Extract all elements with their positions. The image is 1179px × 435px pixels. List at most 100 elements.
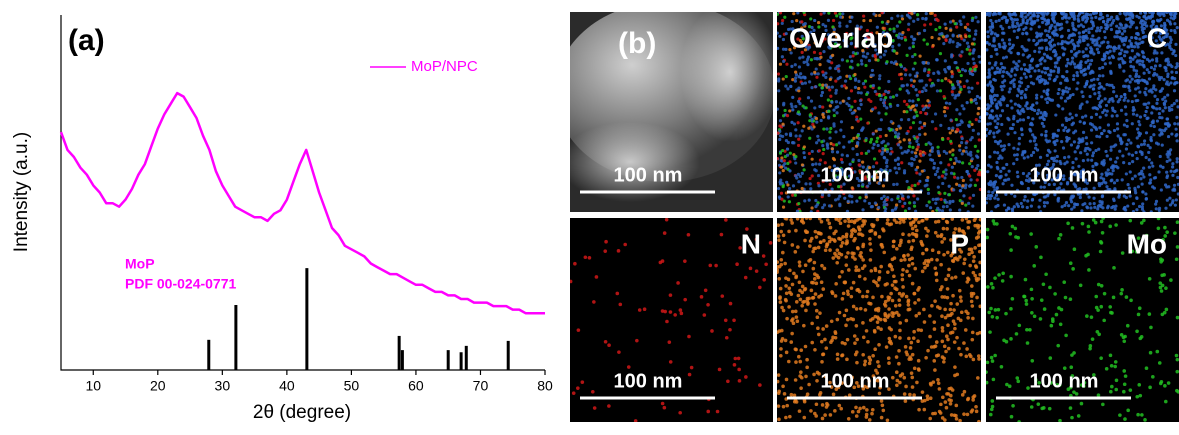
map-dot [991, 405, 995, 409]
map-dot [1012, 83, 1015, 86]
map-dot [790, 393, 794, 397]
map-dot [947, 347, 951, 351]
map-dot [1086, 43, 1089, 46]
map-dot [811, 158, 814, 161]
map-dot [937, 381, 941, 385]
map-dot [943, 23, 946, 26]
map-dot [1146, 58, 1149, 61]
map-dot [970, 284, 974, 288]
map-dot [860, 62, 863, 65]
map-dot [939, 288, 943, 292]
map-dot [1091, 71, 1094, 74]
map-dot [1105, 83, 1108, 86]
map-dot [846, 59, 849, 62]
map-dot [934, 127, 937, 130]
map-dot [838, 311, 842, 315]
map-dot [788, 109, 791, 112]
map-dot [1050, 70, 1053, 73]
map-dot [1020, 77, 1023, 80]
map-dot [821, 193, 824, 196]
map-dot [1153, 95, 1156, 98]
map-dot [794, 63, 797, 66]
map-dot [958, 160, 961, 163]
map-dot [1090, 159, 1093, 162]
map-dot [850, 105, 853, 108]
map-dot [1167, 63, 1170, 66]
map-dot [835, 261, 839, 265]
map-dot [1136, 45, 1139, 48]
map-dot [999, 176, 1002, 179]
map-dot [883, 104, 886, 107]
map-dot [887, 142, 890, 145]
map-dot [1093, 206, 1096, 209]
map-dot [1167, 185, 1170, 188]
map-dot [777, 89, 780, 92]
map-dot [818, 217, 822, 221]
map-dot [1155, 200, 1158, 203]
map-dot [852, 54, 855, 57]
map-dot [1099, 250, 1103, 254]
map-dot [959, 54, 962, 57]
map-dot [943, 237, 947, 241]
map-dot [837, 218, 841, 222]
map-dot [1138, 172, 1141, 175]
map-dot [1126, 204, 1129, 207]
map-dot [1097, 333, 1101, 337]
map-dot [974, 29, 977, 32]
map-dot [809, 239, 813, 243]
map-dot [977, 354, 981, 358]
map-dot [1145, 117, 1148, 120]
map-dot [862, 335, 866, 339]
map-dot [1030, 154, 1033, 157]
map-dot [922, 308, 926, 312]
map-dot [1176, 62, 1179, 65]
map-dot [1149, 326, 1153, 330]
map-dot [1057, 23, 1060, 26]
map-dot [1112, 86, 1115, 89]
map-dot [831, 54, 834, 57]
map-dot [942, 205, 945, 208]
map-dot [929, 396, 933, 400]
map-dot [1076, 81, 1079, 84]
map-dot [802, 221, 806, 225]
map-dot [818, 63, 821, 66]
map-dot [788, 187, 791, 190]
map-dot [790, 221, 794, 225]
map-dot [908, 145, 911, 148]
map-dot [1049, 57, 1052, 60]
map-dot [1097, 37, 1100, 40]
map-dot [933, 412, 937, 416]
map-dot [968, 125, 971, 128]
map-dot [841, 153, 844, 156]
map-dot [794, 128, 797, 131]
map-dot [808, 217, 812, 221]
map-dot [1085, 47, 1088, 50]
map-dot [810, 86, 813, 89]
map-dot [885, 106, 888, 109]
map-dot [1154, 64, 1157, 67]
map-dot [1151, 105, 1154, 108]
map-dot [1163, 384, 1167, 388]
map-dot [797, 144, 800, 147]
map-dot [965, 146, 968, 149]
map-dot [993, 37, 996, 40]
map-dot [1132, 109, 1135, 112]
map-dot [958, 112, 961, 115]
map-dot [1083, 68, 1086, 71]
map-dot [1013, 153, 1016, 156]
map-dot [1160, 129, 1163, 132]
map-dot [1119, 52, 1122, 55]
map-dot [827, 116, 830, 119]
map-dot [1060, 35, 1063, 38]
map-dot [933, 162, 936, 165]
map-dot [908, 99, 911, 102]
map-dot [904, 399, 908, 403]
map-dot [784, 166, 787, 169]
map-dot [791, 310, 795, 314]
map-dot [895, 94, 898, 97]
map-dot [867, 150, 870, 153]
map-dot [956, 45, 959, 48]
map-dot [1035, 101, 1038, 104]
map-dot [855, 288, 859, 292]
map-dot [1076, 74, 1079, 77]
